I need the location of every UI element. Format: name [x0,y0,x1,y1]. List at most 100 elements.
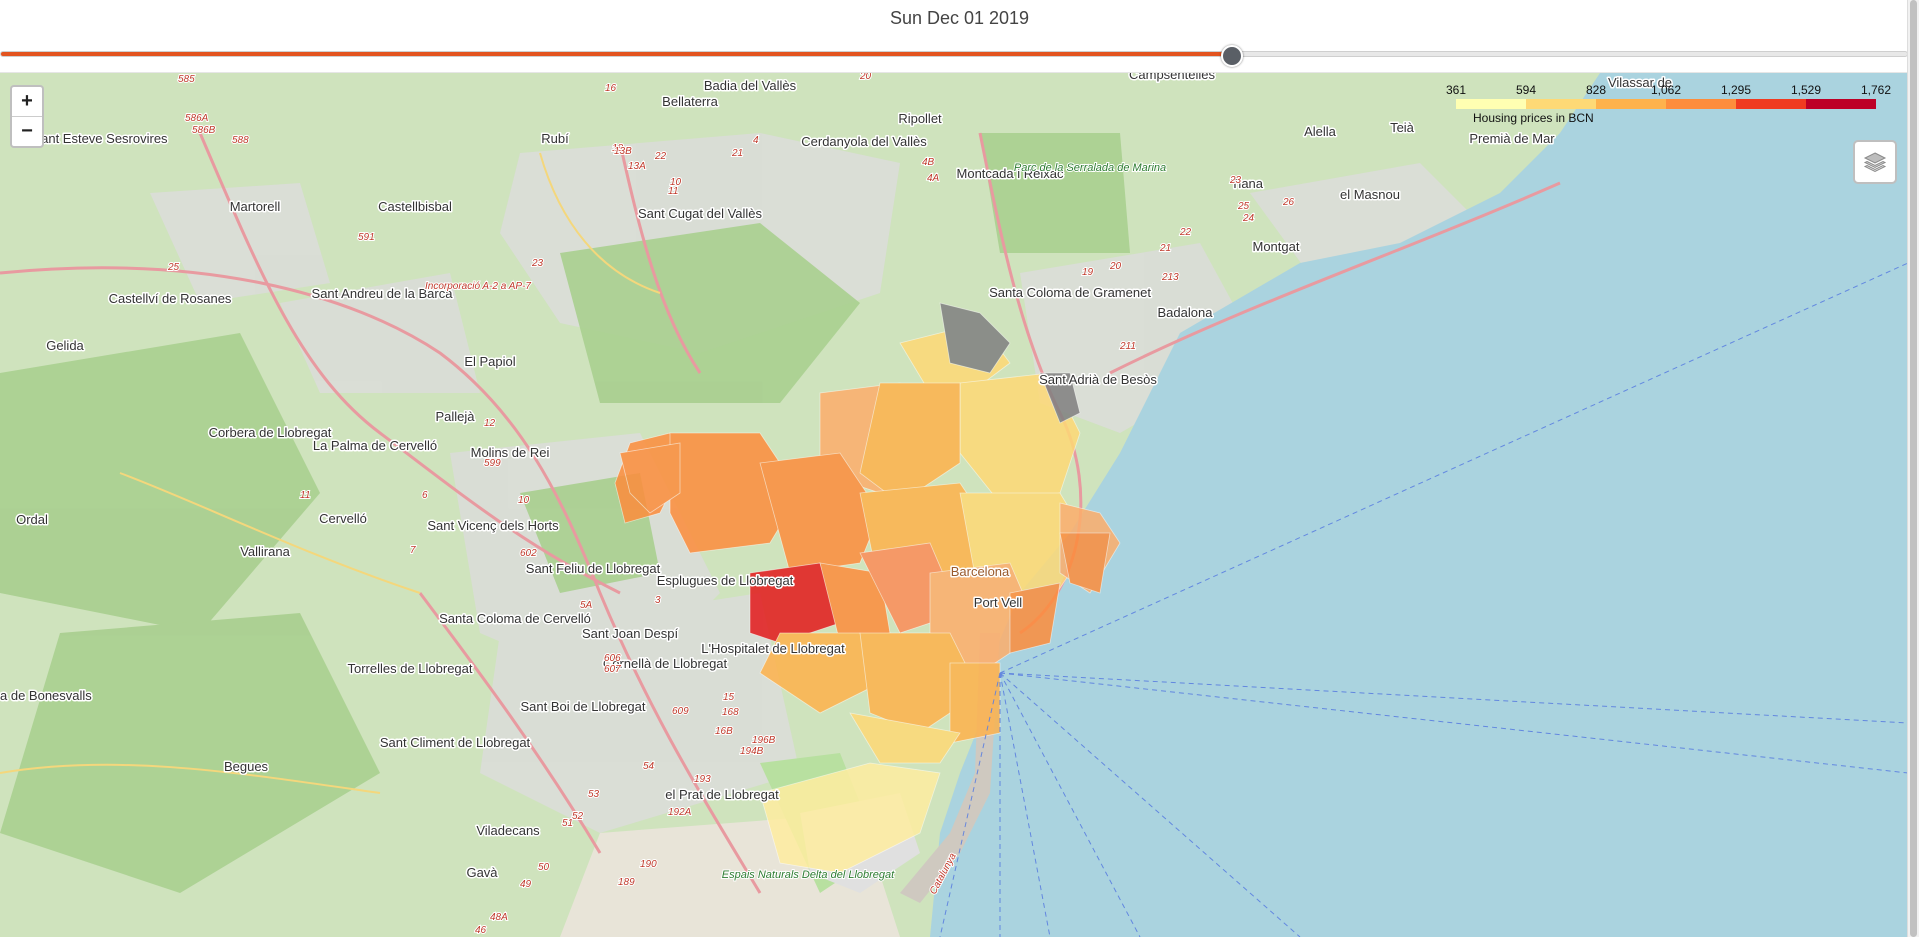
place-label: Begues [224,759,269,774]
road-number: 22 [1179,227,1192,238]
road-number: 23 [1229,175,1242,186]
road-number: 51 [562,818,573,829]
road-number: 190 [640,859,657,870]
road-number: 25 [167,262,180,273]
place-label: Port Vell [974,595,1023,610]
road-number: 54 [643,761,655,772]
road-number: 7 [410,545,416,556]
road-incorporacio: Incorporació A-2 a AP-7 [425,281,531,292]
road-number: 25 [1237,201,1250,212]
place-label: Esplugues de Llobregat [657,573,794,588]
map-canvas[interactable]: Badia del Vallès Bellaterra Ripollet Rub… [0,73,1908,937]
time-slider-handle[interactable] [1221,45,1244,67]
place-label: El Papiol [464,354,515,369]
road-number: 607 [604,664,621,675]
road-number: 20 [1109,261,1122,272]
place-label: Corbera de Llobregat [209,425,332,440]
place-label: L'Hospitalet de Llobregat [701,641,845,656]
road-number: 52 [572,811,584,822]
place-label: Santa Coloma de Gramenet [989,285,1151,300]
road-number: 606 [604,653,621,664]
forests [0,133,1130,893]
place-label: Castellbisbal [378,199,452,214]
place-label: Badia del Vallès [704,78,797,93]
road-number: 22 [654,151,667,162]
legend-tick-label: 1,529 [1790,83,1822,97]
date-label: Sun Dec 01 2019 [889,8,1030,28]
road-number: 16 [605,83,617,94]
legend-tick-label: 361 [1445,83,1467,97]
road-number: 11 [300,490,310,501]
road-number: 6 [422,490,428,501]
road-number: 4 [753,135,759,146]
road-number: 23 [531,258,544,269]
place-label: Premià de Mar [1469,131,1555,146]
road-number: 13B [614,146,632,157]
road-number: 602 [520,548,537,559]
legend-swatch [1736,99,1806,109]
road-number: 24 [1242,213,1255,224]
legend-tick-label: 1,062 [1650,83,1682,97]
road-number: 192A [668,807,692,818]
road-number: 599 [484,458,501,469]
road-number: 586A [185,113,209,124]
time-slider-header: Sun Dec 01 2019 [0,0,1919,73]
road-number: 11 [668,186,678,197]
road-number: 585 [178,74,195,85]
page-scrollbar[interactable] [1907,0,1919,937]
place-label: Sant Esteve Sesrovires [32,131,168,146]
road-number: 18 [612,143,624,154]
road-number: 194B [740,746,764,757]
page-scrollbar-thumb[interactable] [1910,0,1917,937]
legend-ticks: 361 594 828 1,062 1,295 1,529 1,762 [1446,83,1891,97]
place-label: a de Bonesvalls [0,688,92,703]
road-number: 26 [1282,197,1295,208]
place-labels: Badia del Vallès Bellaterra Ripollet Rub… [0,73,1674,897]
road-number: 213 [1161,272,1179,283]
district-polygon [849,712,961,764]
place-label: Campsentelles [1129,73,1215,82]
place-label: Alella [1304,124,1337,139]
legend-swatch [1526,99,1596,109]
road-number: 21 [731,148,743,159]
place-label: el Prat de Llobregat [665,787,779,802]
road-number: 588 [232,135,249,146]
place-label: Ordal [16,512,48,527]
place-label: La Palma de Cervelló [313,438,437,453]
secondary-roads [0,152,661,794]
road-number: 50 [538,862,550,873]
place-label: Vilassar de [1608,75,1672,90]
district-polygon [949,662,1001,744]
place-label: Sant Andreu de la Barca [312,286,454,301]
place-label: Castellví de Rosanes [109,291,232,306]
place-label: Molins de Rei [471,445,550,460]
place-label: Ripollet [898,111,942,126]
place-label: Viladecans [476,823,540,838]
place-label: Gelida [46,338,84,353]
legend-tick-label: 1,762 [1860,83,1892,97]
road-number: 4B [922,157,935,168]
road-number: 3 [655,595,661,606]
district-polygon [859,382,961,504]
place-label: Sant Adrià de Besòs [1039,372,1157,387]
district-no-data [1039,372,1081,424]
place-label: Montgat [1253,239,1300,254]
layers-button[interactable] [1853,140,1897,184]
road-number: 13A [628,161,646,172]
time-slider[interactable] [0,45,1908,67]
zoom-in-button[interactable]: + [12,87,42,117]
place-label: Sant Joan Despí [582,626,679,641]
place-label: Sant Cugat del Vallès [638,206,763,221]
transit-lines [939,262,1908,937]
choropleth-layer [614,302,1121,874]
place-label-barcelona: Barcelona [951,564,1010,579]
road-number: 211 [1119,341,1136,352]
place-label: Cerdanyola del Vallès [801,134,927,149]
place-label: Teià [1390,120,1415,135]
legend-swatch [1806,99,1876,109]
zoom-out-button[interactable]: − [21,120,33,142]
park-label: Parc de la Serralada de Marina [1014,162,1166,174]
place-label: Badalona [1158,305,1214,320]
place-label: Cervelló [319,511,367,526]
